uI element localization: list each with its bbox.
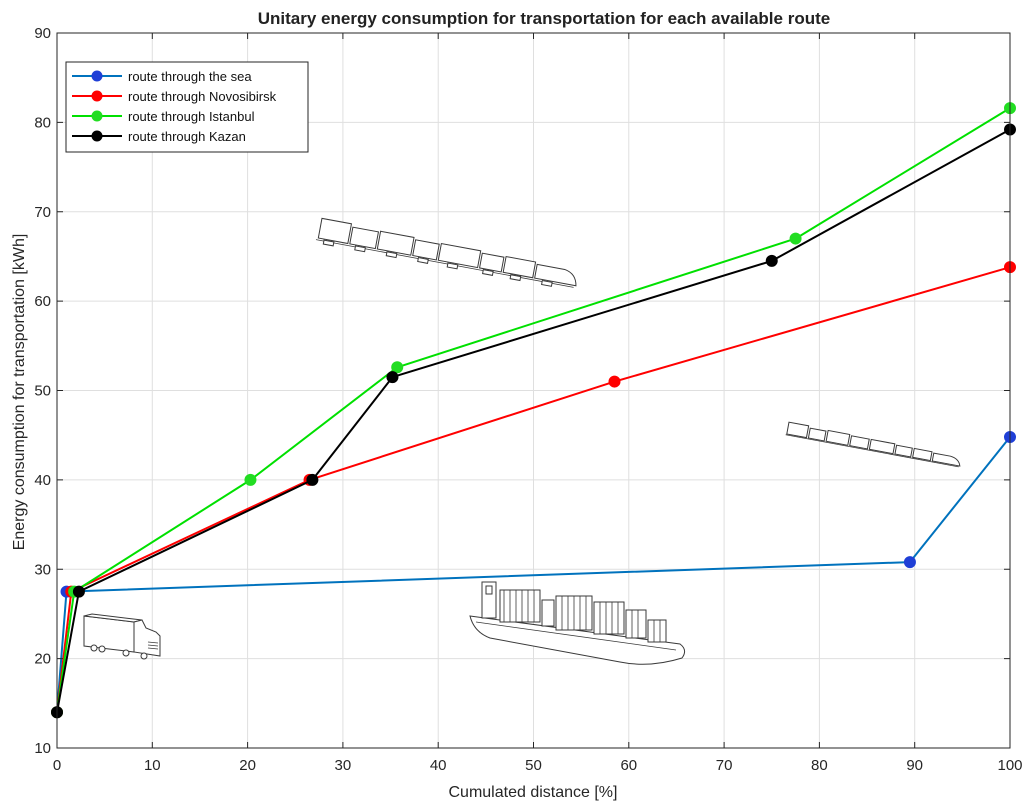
legend: route through the sea route through Novos…: [65, 61, 309, 153]
illustrations: [83, 217, 961, 665]
x-tick-label: 40: [430, 757, 447, 774]
y-tick-label: 70: [34, 204, 51, 221]
legend-item: route through Kazan: [72, 129, 246, 144]
legend-label: route through Novosibirsk: [128, 89, 277, 104]
data-point: [765, 254, 778, 267]
y-tick-label: 20: [34, 651, 51, 668]
y-tick-label: 30: [34, 561, 51, 578]
y-axis-label: Energy consumption for transportation [k…: [11, 234, 28, 551]
data-point: [789, 232, 802, 245]
data-point: [306, 473, 319, 486]
series-line: [56, 107, 1011, 713]
legend-label: route through the sea: [128, 69, 252, 84]
data-point: [72, 585, 85, 598]
x-tick-label: 20: [239, 757, 256, 774]
data-point: [903, 556, 916, 569]
x-tick-label: 50: [525, 757, 542, 774]
x-axis-label: Cumulated distance [%]: [449, 784, 618, 801]
y-tick-label: 50: [34, 383, 51, 400]
data-point: [608, 375, 621, 388]
train-illustration-large: [315, 217, 577, 288]
legend-marker: [91, 130, 103, 142]
x-tick-label: 100: [997, 757, 1022, 774]
legend-item: route through Istanbul: [72, 109, 255, 124]
x-tick-label: 90: [906, 757, 923, 774]
y-tick-label: 60: [34, 293, 51, 310]
x-tick-label: 70: [716, 757, 733, 774]
series-line: [56, 436, 1011, 713]
legend-marker: [91, 110, 103, 122]
chart-title: Unitary energy consumption for transport…: [258, 9, 830, 28]
train-illustration-small: [785, 421, 961, 468]
y-tick-label: 40: [34, 472, 51, 489]
containers: [499, 589, 667, 643]
y-tick-label: 90: [34, 25, 51, 42]
truck-illustration: [83, 613, 161, 660]
legend-label: route through Istanbul: [128, 109, 255, 124]
data-point: [391, 361, 404, 374]
legend-item: route through Novosibirsk: [72, 89, 277, 104]
y-tick-label: 80: [34, 114, 51, 131]
data-point: [244, 473, 257, 486]
x-tick-label: 80: [811, 757, 828, 774]
legend-marker: [91, 70, 103, 82]
series-line: [56, 128, 1011, 713]
x-tick-label: 30: [335, 757, 352, 774]
y-tick-label: 10: [34, 740, 51, 757]
x-tick-label: 10: [144, 757, 161, 774]
x-tick-label: 0: [53, 757, 61, 774]
container-ship-illustration: [469, 581, 686, 665]
legend-marker: [91, 90, 103, 102]
legend-item: route through the sea: [72, 69, 252, 84]
x-tick-label: 60: [620, 757, 637, 774]
data-point: [386, 371, 399, 384]
legend-label: route through Kazan: [128, 129, 246, 144]
